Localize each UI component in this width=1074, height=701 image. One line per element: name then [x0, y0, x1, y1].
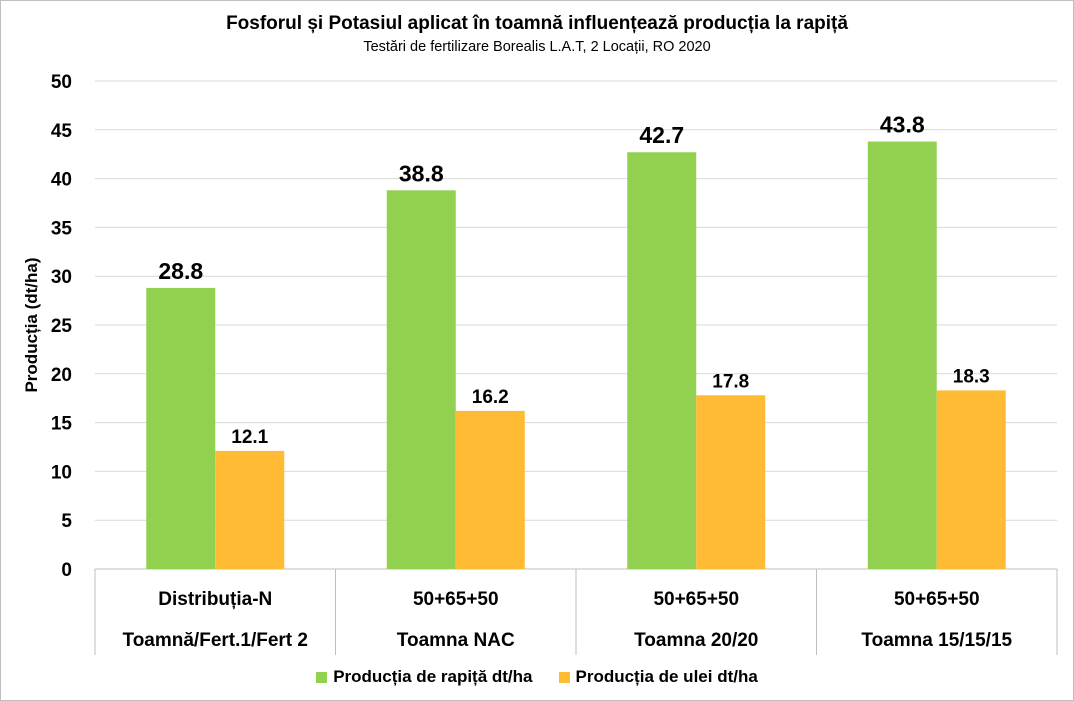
x-category-sublabel: Toamna 15/15/15: [861, 630, 1012, 651]
data-label-rapita: 43.8: [880, 112, 925, 138]
x-category-sublabel: Toamna NAC: [397, 630, 515, 651]
data-label-ulei: 17.8: [712, 371, 749, 392]
y-tick-label: 50: [51, 72, 72, 93]
data-label-rapita: 42.7: [639, 122, 684, 148]
data-label-rapita: 38.8: [399, 160, 444, 186]
bar-rapita: [146, 287, 216, 569]
bar-ulei: [936, 390, 1006, 569]
x-category-label: Distribuția-N: [158, 589, 272, 610]
y-tick-label: 30: [51, 267, 72, 288]
data-label-ulei: 18.3: [953, 366, 990, 387]
x-category-sublabel: Toamnă/Fert.1/Fert 2: [123, 630, 308, 651]
bar-rapita: [386, 190, 456, 569]
legend-label-ulei: Producția de ulei dt/ha: [575, 667, 758, 686]
y-tick-label: 40: [51, 170, 72, 191]
x-category-label: 50+65+50: [653, 589, 739, 610]
legend-swatch-rapita: [316, 671, 328, 683]
legend-label-rapita: Producția de rapiță dt/ha: [333, 667, 533, 686]
bar-rapita: [867, 141, 937, 569]
bar-ulei: [696, 395, 766, 569]
legend-item-rapita: Producția de rapiță dt/ha: [316, 667, 533, 687]
data-label-ulei: 16.2: [472, 387, 509, 408]
data-label-rapita: 28.8: [158, 258, 203, 284]
y-tick-label: 20: [51, 365, 72, 386]
bar-ulei: [215, 450, 285, 569]
legend: Producția de rapiță dt/ha Producția de u…: [0, 667, 1074, 687]
chart-title: Fosforul și Potasiul aplicat în toamnă i…: [226, 13, 848, 34]
legend-item-ulei: Producția de ulei dt/ha: [558, 667, 758, 687]
y-tick-label: 10: [51, 462, 72, 483]
bar-ulei: [455, 410, 525, 569]
y-tick-label: 5: [61, 511, 72, 532]
x-category-sublabel: Toamna 20/20: [634, 630, 758, 651]
y-axis-title: Producția (dt/ha): [22, 257, 41, 392]
x-category-label: 50+65+50: [413, 589, 499, 610]
y-tick-label: 35: [51, 218, 73, 239]
y-tick-label: 45: [51, 121, 73, 142]
legend-swatch-ulei: [558, 671, 570, 683]
x-category-label: 50+65+50: [894, 589, 980, 610]
y-tick-label: 15: [51, 414, 73, 435]
y-tick-label: 25: [51, 316, 73, 337]
y-tick-label: 0: [61, 560, 72, 581]
chart-subtitle: Testări de fertilizare Borealis L.A.T, 2…: [363, 39, 711, 55]
data-label-ulei: 12.1: [231, 427, 268, 448]
bar-rapita: [627, 152, 697, 570]
